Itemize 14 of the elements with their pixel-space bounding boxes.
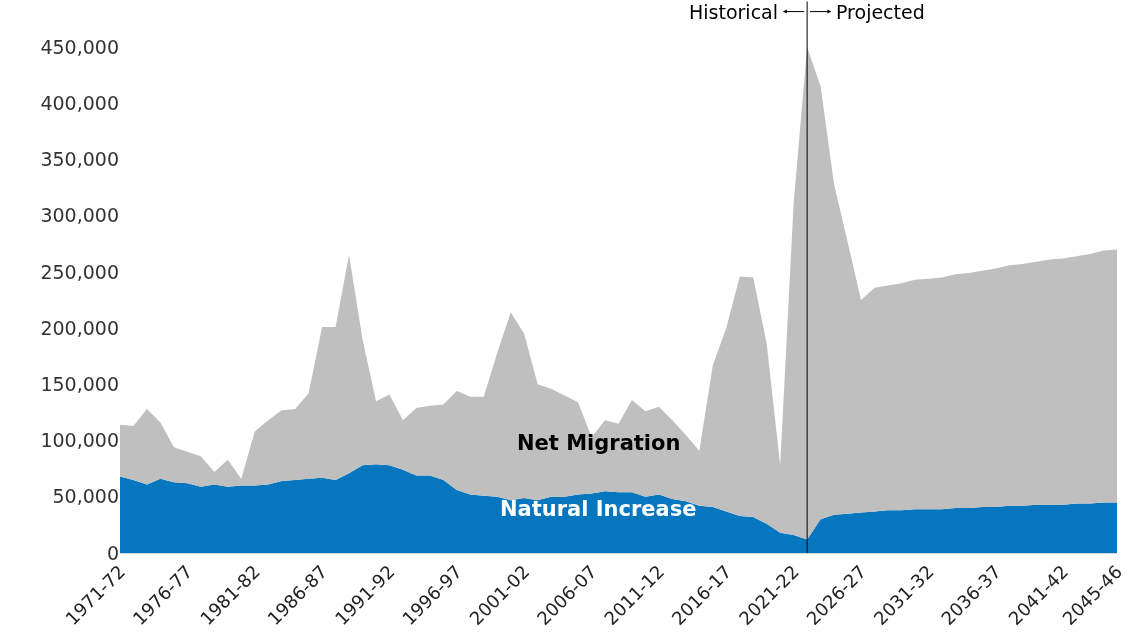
text: Historical <box>689 1 778 23</box>
y-tick-label: 300,000 <box>40 204 119 227</box>
text: Projected <box>836 1 925 23</box>
y-tick-label: 250,000 <box>40 260 119 283</box>
y-tick-label: 200,000 <box>40 316 119 339</box>
y-tick-label: 0 <box>106 541 119 564</box>
y-tick-label: 350,000 <box>40 148 119 171</box>
series-label: Natural Increase <box>500 497 697 521</box>
y-tick-label: 50,000 <box>52 485 119 508</box>
series-label: Net Migration <box>517 431 681 455</box>
y-tick-label: 400,000 <box>40 91 119 114</box>
y-tick-label: 100,000 <box>40 429 119 452</box>
y-tick-label: 150,000 <box>40 372 119 395</box>
y-tick-label: 450,000 <box>40 35 119 58</box>
